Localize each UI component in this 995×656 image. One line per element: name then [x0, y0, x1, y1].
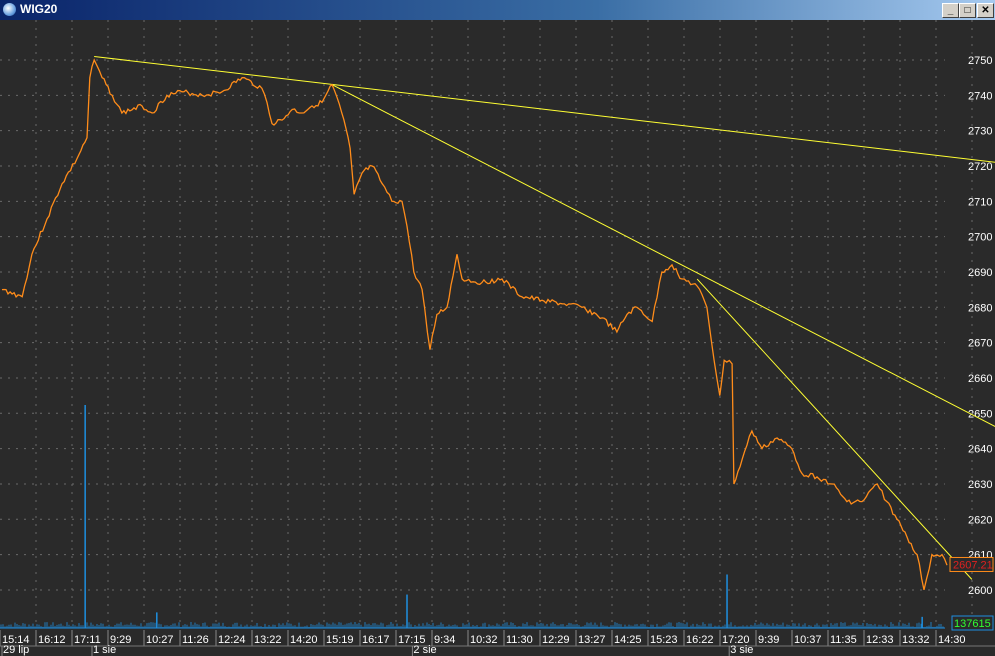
last-volume-box — [951, 615, 994, 631]
price-line — [1, 58, 948, 591]
x-tick-label: 12:24 — [218, 634, 246, 646]
x-tick-label: 10:32 — [470, 634, 498, 646]
x-tick-label: 13:27 — [578, 634, 606, 646]
y-tick-label: 2710 — [968, 196, 992, 208]
x-tick-label: 12:33 — [866, 634, 894, 646]
date-label: 29 lip — [3, 644, 29, 656]
y-tick-label: 2670 — [968, 338, 992, 350]
last-volume-label: 137615 — [954, 618, 991, 630]
x-tick-label: 13:22 — [254, 634, 282, 646]
x-tick-label: 14:25 — [614, 634, 642, 646]
chart-background — [0, 20, 995, 656]
minimize-button[interactable]: _ — [942, 3, 959, 18]
x-tick-label: 9:34 — [434, 634, 455, 646]
date-label: 1 sie — [93, 644, 116, 656]
x-tick-label: 9:29 — [110, 634, 131, 646]
x-tick-label: 10:27 — [146, 634, 174, 646]
y-tick-label: 2640 — [968, 444, 992, 456]
date-label: 3 sie — [730, 644, 753, 656]
x-tick-label: 11:35 — [830, 634, 857, 646]
trendline — [696, 278, 973, 580]
last-price-box — [949, 556, 994, 572]
x-tick-label: 14:20 — [290, 634, 318, 646]
y-tick-label: 2600 — [968, 585, 992, 597]
x-tick-label: 15:14 — [2, 634, 30, 646]
x-tick-label: 15:19 — [326, 634, 354, 646]
x-tick-label: 17:11 — [74, 634, 101, 646]
y-tick-label: 2650 — [968, 408, 992, 420]
x-tick-label: 12:29 — [542, 634, 570, 646]
x-tick-label: 14:30 — [938, 634, 966, 646]
x-tick-label: 9:39 — [758, 634, 779, 646]
x-tick-label: 13:32 — [902, 634, 930, 646]
title-bar: WIG20 _ □ ✕ — [0, 0, 995, 20]
y-tick-label: 2690 — [968, 267, 992, 279]
x-tick-label: 16:22 — [686, 634, 714, 646]
y-tick-label: 2730 — [968, 126, 992, 138]
x-tick-label: 17:15 — [398, 634, 426, 646]
trendline — [331, 84, 995, 427]
y-tick-label: 2720 — [968, 161, 992, 173]
x-tick-label: 17:20 — [722, 634, 750, 646]
y-tick-label: 2620 — [968, 514, 992, 526]
x-tick-label: 11:26 — [182, 634, 209, 646]
date-label: 2 sie — [413, 644, 436, 656]
y-tick-label: 2660 — [968, 373, 992, 385]
y-tick-label: 2680 — [968, 302, 992, 314]
y-tick-label: 2750 — [968, 55, 992, 67]
trendline — [94, 55, 995, 163]
x-tick-label: 11:30 — [506, 634, 533, 646]
app-icon — [3, 3, 16, 16]
x-tick-label: 10:37 — [794, 634, 822, 646]
maximize-button[interactable]: □ — [959, 3, 976, 18]
window-title: WIG20 — [20, 2, 58, 16]
x-tick-label: 16:17 — [362, 634, 390, 646]
last-price-label: 2607.21 — [953, 559, 993, 571]
y-tick-label: 2630 — [968, 479, 992, 491]
x-tick-label: 15:23 — [650, 634, 678, 646]
y-tick-label: 2740 — [968, 90, 992, 102]
x-tick-label: 16:12 — [38, 634, 66, 646]
close-button[interactable]: ✕ — [977, 3, 994, 18]
y-tick-label: 2700 — [968, 232, 992, 244]
price-chart[interactable]: 2600261026202630264026502660267026802690… — [0, 20, 995, 656]
